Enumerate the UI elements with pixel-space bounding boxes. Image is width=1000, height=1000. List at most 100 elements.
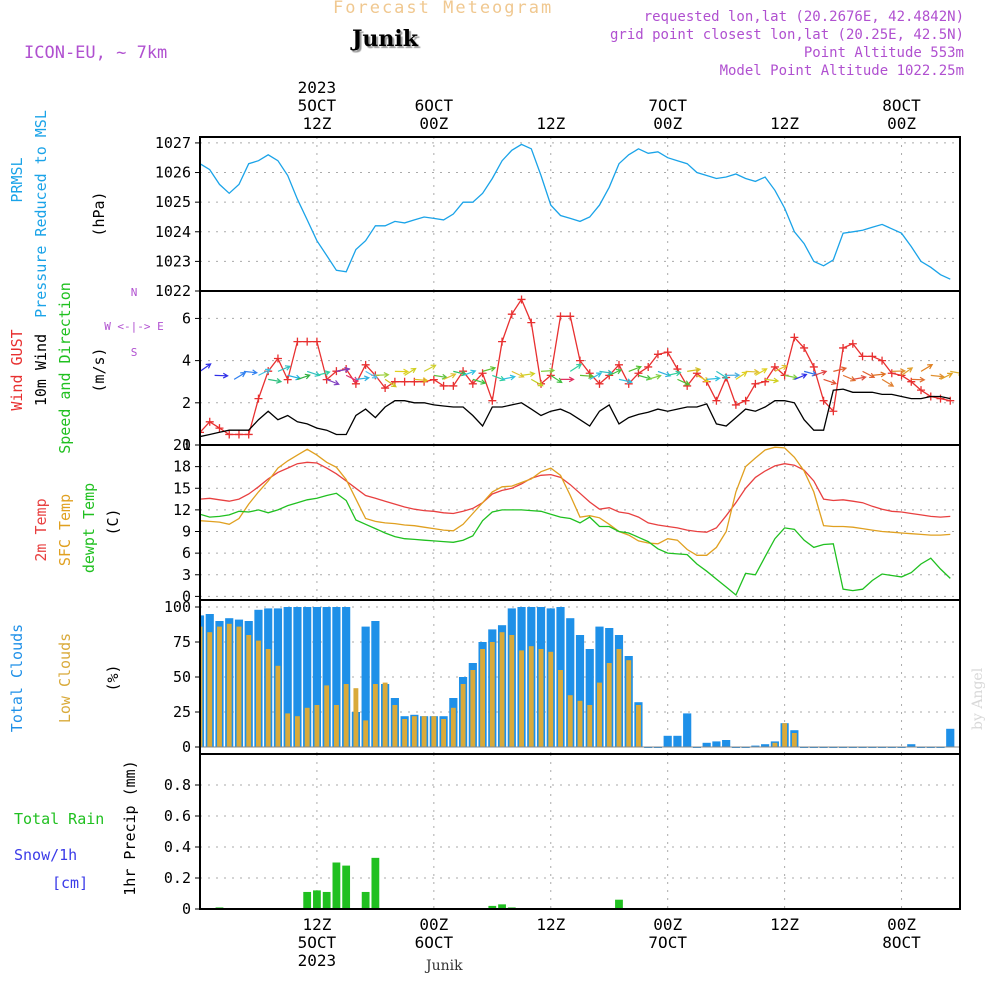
gust-point xyxy=(527,318,536,327)
time-label-top: 00Z xyxy=(653,114,682,133)
time-label-top: 6OCT xyxy=(415,96,454,115)
total-cloud-bar xyxy=(312,607,322,747)
precip-ytick-label: 0.4 xyxy=(164,838,191,856)
total-cloud-bar xyxy=(712,741,721,747)
time-label-top: 8OCT xyxy=(882,96,921,115)
gust-point xyxy=(517,295,526,304)
low-cloud-bar xyxy=(226,623,232,747)
location-title: Junik xyxy=(352,26,418,52)
wind-direction-arrow xyxy=(365,370,378,379)
rain-bar xyxy=(332,862,341,909)
wind-direction-arrow xyxy=(511,370,525,378)
pressure-frame xyxy=(199,136,961,292)
wind-direction-arrow xyxy=(277,365,292,372)
wind-direction-arrow xyxy=(530,378,544,387)
wind-wind-gust-line xyxy=(200,298,951,436)
gust-point xyxy=(868,352,877,361)
wind-direction-arrow xyxy=(628,365,643,372)
precip-ytick-label: 0 xyxy=(182,900,191,918)
time-label-bottom: 00Z xyxy=(887,915,916,934)
wind-direction-arrow xyxy=(706,375,721,382)
precip-panel: 0 0.2 0.4 0.6 0.8 xyxy=(164,753,961,918)
requested-coords: requested lon,lat (20.2676E, 42.4842N) xyxy=(643,9,964,25)
wind-direction-arrow xyxy=(482,366,497,372)
rain-bar xyxy=(303,891,312,909)
gust-point xyxy=(809,362,818,371)
time-label-top: 12Z xyxy=(536,114,565,133)
low-cloud-bar xyxy=(567,695,573,747)
wind-direction-arrow xyxy=(794,373,808,380)
time-label-top: 00Z xyxy=(887,114,916,133)
wind-direction-arrow xyxy=(648,373,662,380)
wind-direction-arrow xyxy=(404,367,417,376)
rain-bar xyxy=(488,905,497,909)
total-cloud-bar xyxy=(566,618,575,747)
wind-direction-arrow xyxy=(423,364,437,372)
gust-point xyxy=(644,362,653,371)
wind-direction-arrow xyxy=(443,373,457,380)
total-cloud-bar xyxy=(575,635,585,747)
low-cloud-bar xyxy=(587,705,593,747)
wind-direction-arrow xyxy=(745,368,760,375)
gust-point xyxy=(819,396,828,405)
wind-label: 10m Wind xyxy=(32,334,50,406)
total-cloud-bar xyxy=(702,742,711,747)
temperature-ytick-label: 21 xyxy=(173,436,191,454)
low-cloud-bar xyxy=(558,670,563,747)
low-cloud-bar xyxy=(782,723,788,747)
low-cloud-bar xyxy=(353,688,359,747)
low-cloud-bar xyxy=(489,642,495,747)
clouds-unit: (%) xyxy=(104,664,122,691)
temperature-ytick-label: 12 xyxy=(173,501,191,519)
gust-point xyxy=(488,396,497,405)
wind-direction-arrow xyxy=(394,368,410,375)
wind-direction-arrow xyxy=(677,378,691,386)
gust-point xyxy=(653,350,662,359)
low-cloud-bar xyxy=(382,682,388,747)
low-cloud-bar xyxy=(392,705,398,747)
wind-direction-arrow xyxy=(540,367,556,374)
gust-point xyxy=(200,428,204,437)
gust-point xyxy=(556,312,565,321)
compass-north: N xyxy=(131,286,138,299)
low-cloud-bar xyxy=(246,635,252,747)
wind-direction-arrow xyxy=(214,372,229,379)
wind-direction-arrow xyxy=(901,367,914,376)
pressure-ytick-label: 1027 xyxy=(155,134,191,152)
time-label-top: 5OCT xyxy=(298,96,337,115)
temperature-ytick-label: 9 xyxy=(182,523,191,541)
wind-direction-arrow xyxy=(569,363,583,372)
snow-label: Snow/1h xyxy=(14,846,77,864)
low-cloud-bar xyxy=(333,705,339,747)
low-cloud-bar xyxy=(372,684,378,747)
wind-direction-arrow xyxy=(726,372,741,379)
wind-direction-arrow xyxy=(774,364,788,372)
temp-unit: (C) xyxy=(104,508,122,535)
time-label-top: 2023 xyxy=(298,78,337,97)
wind-direction-arrow xyxy=(833,366,848,373)
gust-point xyxy=(507,310,516,319)
low-cloud-bar xyxy=(499,632,505,747)
compass-south: S xyxy=(131,346,138,359)
total-cloud-bar xyxy=(361,626,370,747)
total-cloud-bar xyxy=(293,607,302,747)
time-label-top: 12Z xyxy=(302,114,331,133)
low-cloud-bar xyxy=(597,682,602,747)
low-cloud-bar xyxy=(480,649,485,747)
low-cloud-bar xyxy=(772,742,778,747)
temperature-series-group xyxy=(200,446,951,597)
gust-point xyxy=(312,337,321,346)
gust-point xyxy=(614,360,623,369)
total-clouds-label: Total Clouds xyxy=(8,624,26,732)
temperature-2m-temp-line xyxy=(200,461,951,533)
wind-direction-arrow xyxy=(355,375,371,382)
gust-point xyxy=(761,377,770,386)
time-label-bottom: 12Z xyxy=(302,915,331,934)
gust-point xyxy=(663,348,672,357)
total-cloud-bar xyxy=(761,744,770,747)
gust-point xyxy=(293,337,302,346)
compass-west-east: W <-|-> E xyxy=(104,320,164,333)
wind-direction-arrow xyxy=(950,370,960,376)
wind-direction-arrow xyxy=(618,378,633,385)
